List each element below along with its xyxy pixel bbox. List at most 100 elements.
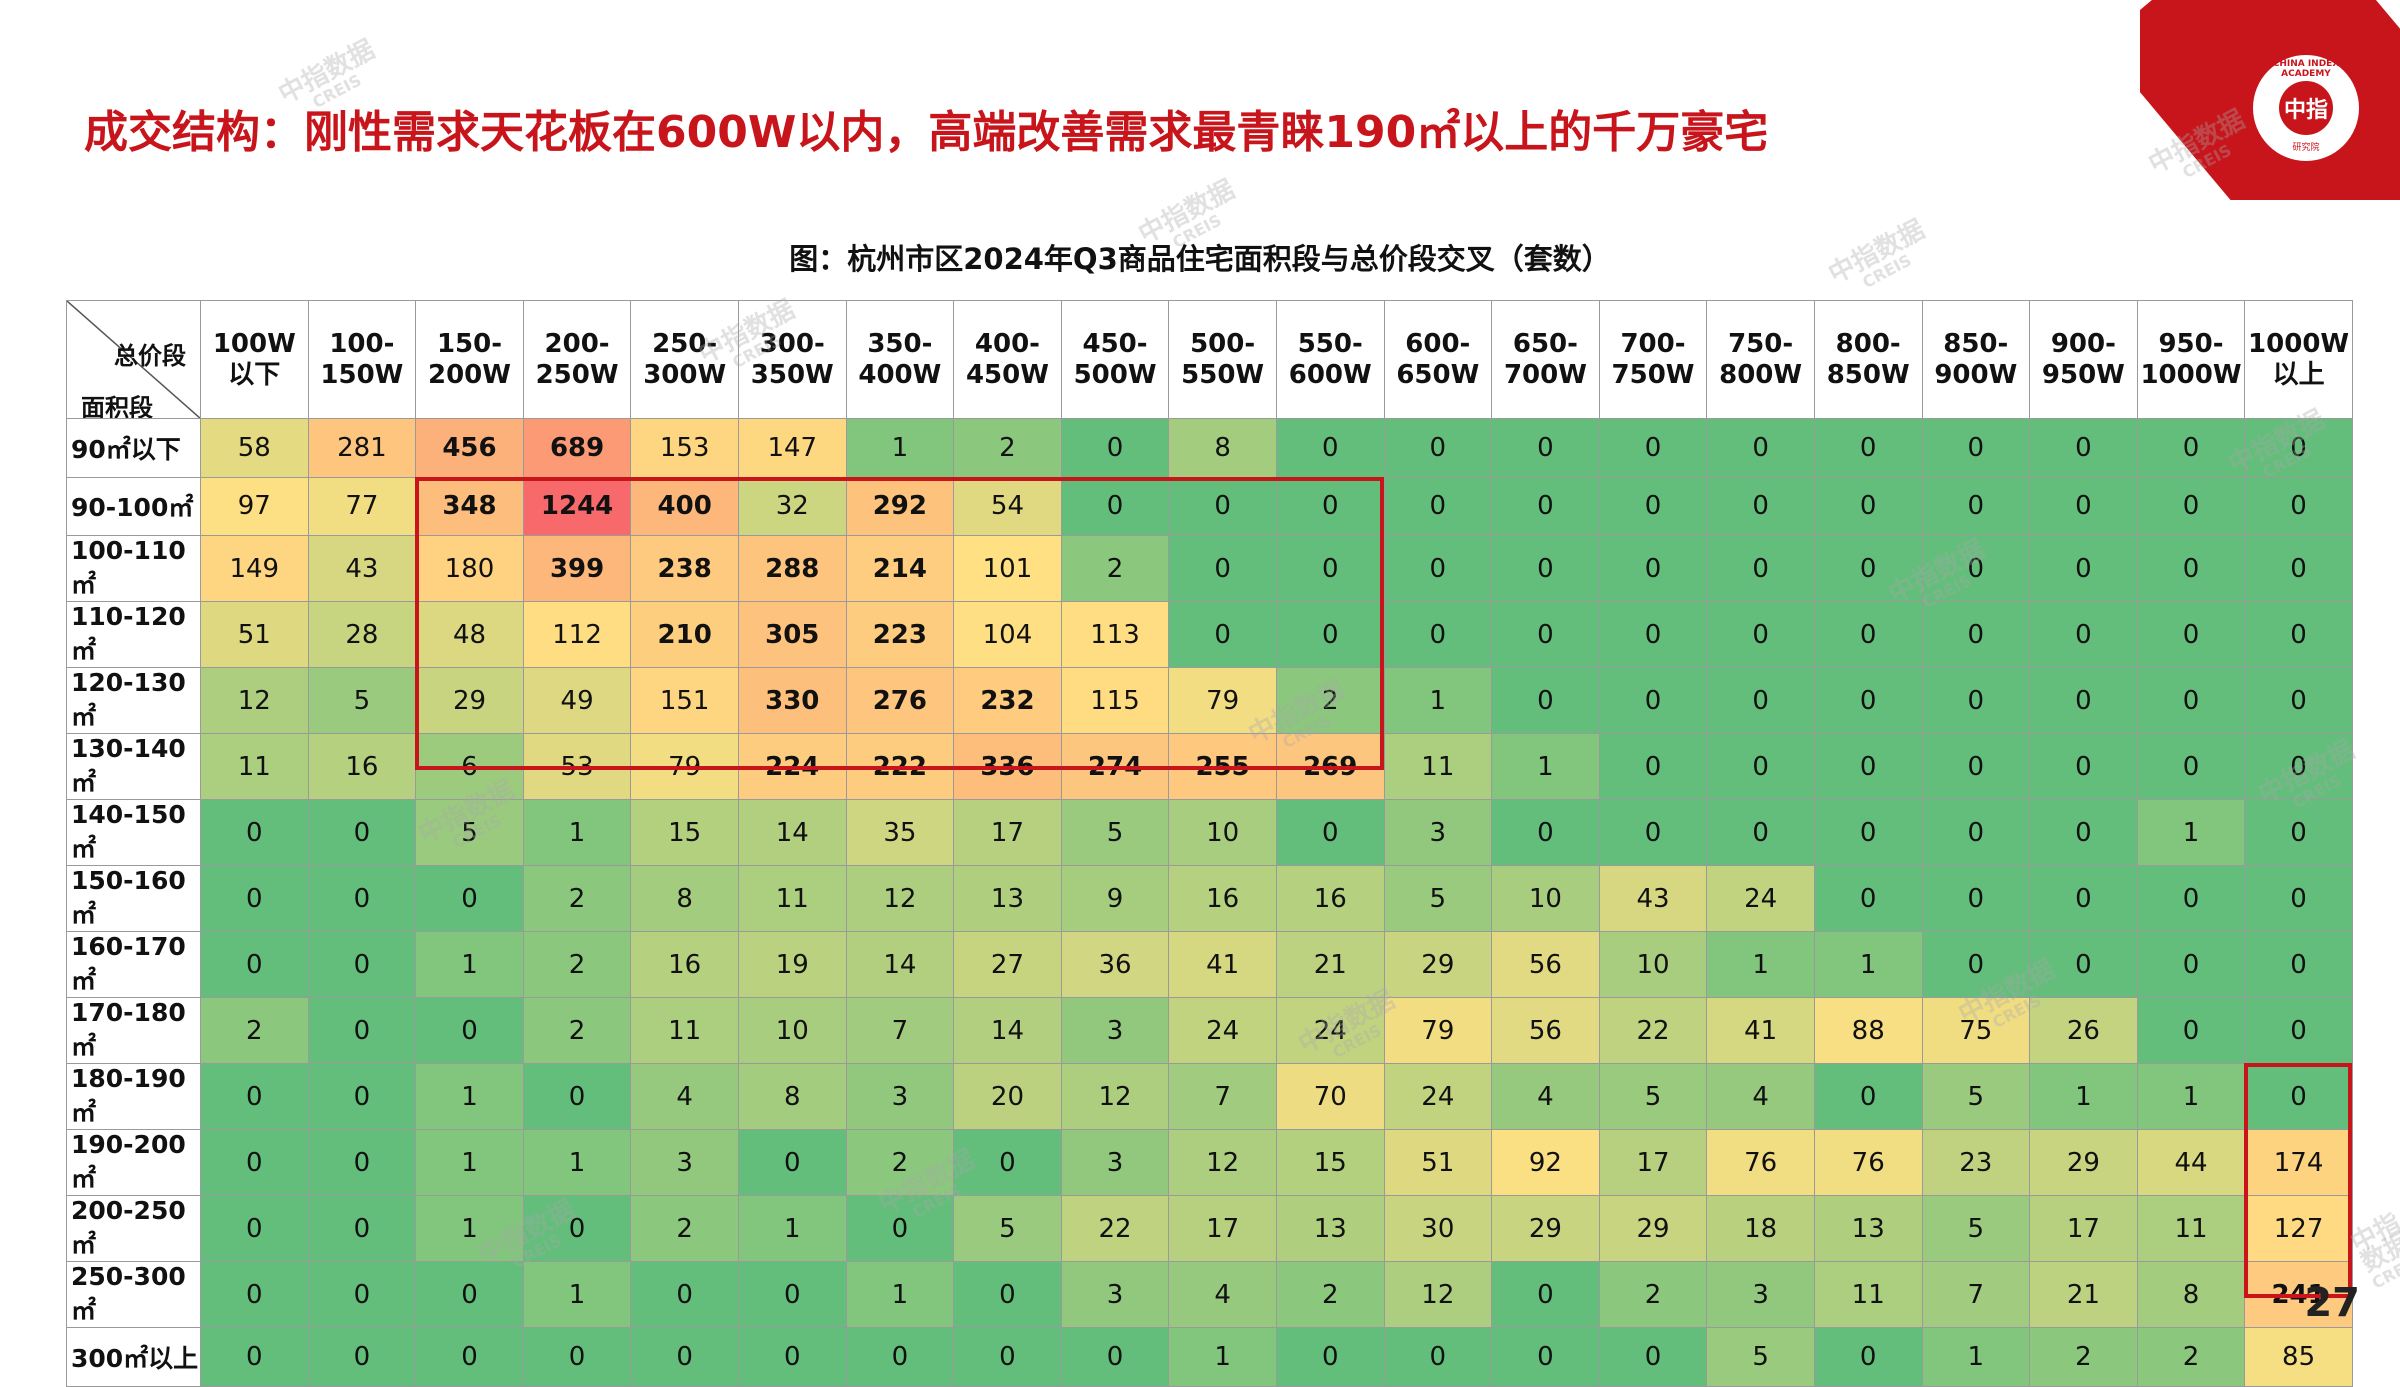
logo-bottom-text: 研究院 bbox=[2292, 143, 2320, 153]
heatmap-cell: 0 bbox=[1491, 535, 1600, 603]
heatmap-cell: 2 bbox=[2136, 1327, 2246, 1387]
heatmap-cell: 0 bbox=[200, 865, 309, 933]
heatmap-cell: 0 bbox=[1706, 799, 1815, 867]
heatmap-cell: 12 bbox=[1383, 1261, 1493, 1329]
heatmap-cell: 1 bbox=[1706, 931, 1815, 999]
heatmap-cell: 0 bbox=[1491, 1261, 1600, 1329]
heatmap-cell: 0 bbox=[2136, 476, 2246, 537]
heatmap-cell: 0 bbox=[2244, 667, 2353, 735]
heatmap-cell: 0 bbox=[1921, 733, 2031, 801]
column-header: 200-250W bbox=[522, 300, 632, 419]
heatmap-cell: 0 bbox=[1598, 601, 1708, 669]
heatmap-cell: 2 bbox=[2029, 1327, 2138, 1387]
heatmap-cell: 2 bbox=[1598, 1261, 1708, 1329]
heatmap-cell: 269 bbox=[1275, 733, 1385, 801]
heatmap-cell: 5 bbox=[1383, 865, 1493, 933]
heatmap-cell: 223 bbox=[845, 601, 955, 669]
heatmap-cell: 21 bbox=[2029, 1261, 2138, 1329]
heatmap-cell: 0 bbox=[1813, 667, 1923, 735]
heatmap-cell: 79 bbox=[630, 733, 739, 801]
heatmap-cell: 0 bbox=[200, 1129, 309, 1197]
heatmap-cell: 115 bbox=[1060, 667, 1170, 735]
heatmap-cell: 0 bbox=[1275, 799, 1385, 867]
heatmap-cell: 24 bbox=[1706, 865, 1815, 933]
heatmap-cell: 1244 bbox=[522, 476, 632, 537]
heatmap-cell: 1 bbox=[415, 1063, 524, 1131]
heatmap-cell: 53 bbox=[522, 733, 632, 801]
heatmap-cell: 0 bbox=[2136, 601, 2246, 669]
heatmap-cell: 19 bbox=[737, 931, 847, 999]
heatmap-cell: 13 bbox=[953, 865, 1062, 933]
heatmap-cell: 0 bbox=[522, 1195, 632, 1263]
row-axis-label: 面积段 bbox=[81, 394, 153, 419]
heatmap-cell: 43 bbox=[307, 535, 417, 603]
heatmap-cell: 0 bbox=[1060, 1327, 1170, 1387]
table-row: 170-180㎡ 2 0 0 2 11 10 7 14 3 24 24 79 56 22 41 88 75 26 0 0 bbox=[66, 997, 2353, 1065]
heatmap-cell: 10 bbox=[1598, 931, 1708, 999]
heatmap-cell: 1 bbox=[522, 1261, 632, 1329]
heatmap-cell: 336 bbox=[953, 733, 1062, 801]
heatmap-cell: 0 bbox=[1921, 931, 2031, 999]
heatmap-cell: 127 bbox=[2244, 1195, 2353, 1263]
heatmap-cell: 0 bbox=[1706, 667, 1815, 735]
heatmap-cell: 0 bbox=[1275, 418, 1385, 478]
heatmap-cell: 104 bbox=[953, 601, 1062, 669]
column-axis-label: 总价段 bbox=[114, 342, 186, 370]
heatmap-cell: 0 bbox=[845, 1195, 955, 1263]
heatmap-cell: 3 bbox=[1383, 799, 1493, 867]
heatmap-cell: 92 bbox=[1491, 1129, 1600, 1197]
heatmap-cell: 0 bbox=[1813, 865, 1923, 933]
heatmap-cell: 12 bbox=[1060, 1063, 1170, 1131]
heatmap-cell: 0 bbox=[2029, 931, 2138, 999]
heatmap-cell: 27 bbox=[953, 931, 1062, 999]
heatmap-cell: 13 bbox=[1275, 1195, 1385, 1263]
heatmap-cell: 24 bbox=[1168, 997, 1277, 1065]
table-row: 250-300㎡ 0 0 0 1 0 0 1 0 3 4 2 12 0 2 3 11 7 21 8 241 bbox=[66, 1261, 2353, 1329]
heatmap-cell: 180 bbox=[415, 535, 524, 603]
heatmap-cell: 0 bbox=[1491, 476, 1600, 537]
heatmap-cell: 0 bbox=[1383, 418, 1493, 478]
heatmap-cell: 0 bbox=[1706, 733, 1815, 801]
heatmap-cell: 2 bbox=[845, 1129, 955, 1197]
heatmap-cell: 4 bbox=[1168, 1261, 1277, 1329]
row-header: 130-140㎡ bbox=[66, 733, 201, 801]
row-header: 300㎡以上 bbox=[66, 1327, 201, 1387]
heatmap-cell: 330 bbox=[737, 667, 847, 735]
heatmap-cell: 70 bbox=[1275, 1063, 1385, 1131]
heatmap-cell: 0 bbox=[415, 1327, 524, 1387]
row-header: 180-190㎡ bbox=[66, 1063, 201, 1131]
heatmap-cell: 2 bbox=[522, 997, 632, 1065]
heatmap-cell: 17 bbox=[1598, 1129, 1708, 1197]
heatmap-cell: 0 bbox=[200, 799, 309, 867]
heatmap-cell: 41 bbox=[1706, 997, 1815, 1065]
heatmap-cell: 0 bbox=[307, 1327, 417, 1387]
heatmap-cell: 28 bbox=[307, 601, 417, 669]
heatmap-cell: 2 bbox=[522, 865, 632, 933]
heatmap-cell: 11 bbox=[1813, 1261, 1923, 1329]
heatmap-cell: 7 bbox=[1168, 1063, 1277, 1131]
heatmap-cell: 0 bbox=[200, 1261, 309, 1329]
column-header: 250-300W bbox=[630, 300, 739, 419]
heatmap-cell: 0 bbox=[1706, 418, 1815, 478]
heatmap-cell: 5 bbox=[1921, 1195, 2031, 1263]
heatmap-cell: 2 bbox=[1275, 1261, 1385, 1329]
heatmap-cell: 0 bbox=[1598, 418, 1708, 478]
heatmap-cell: 23 bbox=[1921, 1129, 2031, 1197]
heatmap-cell: 0 bbox=[2244, 865, 2353, 933]
heatmap-cell: 11 bbox=[737, 865, 847, 933]
heatmap-cell: 3 bbox=[1060, 1129, 1170, 1197]
heatmap-cell: 1 bbox=[1168, 1327, 1277, 1387]
heatmap-cell: 232 bbox=[953, 667, 1062, 735]
row-header: 160-170㎡ bbox=[66, 931, 201, 999]
heatmap-cell: 0 bbox=[2136, 931, 2246, 999]
heatmap-cell: 0 bbox=[1921, 476, 2031, 537]
heatmap-cell: 0 bbox=[1813, 733, 1923, 801]
heatmap-table-container: 总价段 面积段 100W以下 100-150W 150-200W 200-250W 250-… bbox=[66, 300, 2353, 1387]
heatmap-cell: 29 bbox=[1383, 931, 1493, 999]
heatmap-cell: 0 bbox=[200, 1063, 309, 1131]
heatmap-cell: 1 bbox=[1921, 1327, 2031, 1387]
heatmap-cell: 0 bbox=[1168, 476, 1277, 537]
heatmap-cell: 30 bbox=[1383, 1195, 1493, 1263]
heatmap-cell: 0 bbox=[1168, 601, 1277, 669]
heatmap-cell: 0 bbox=[1706, 476, 1815, 537]
